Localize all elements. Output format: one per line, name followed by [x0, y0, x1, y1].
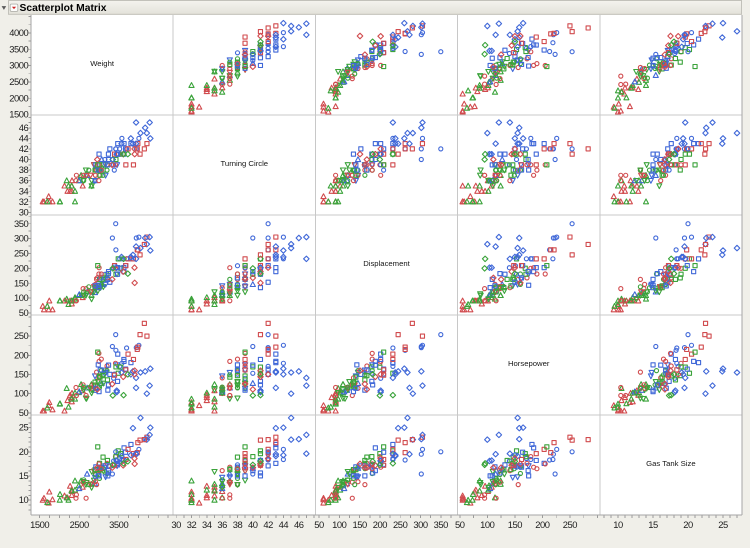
svg-text:36: 36 [217, 519, 227, 530]
svg-text:20: 20 [19, 446, 29, 457]
svg-text:30: 30 [19, 206, 29, 217]
svg-text:300: 300 [14, 233, 29, 244]
svg-text:25: 25 [19, 422, 29, 433]
svg-text:250: 250 [14, 248, 29, 259]
svg-text:20: 20 [683, 519, 693, 530]
svg-text:Displacement: Displacement [363, 259, 410, 268]
svg-text:10: 10 [613, 519, 623, 530]
svg-text:250: 250 [393, 519, 408, 530]
svg-text:150: 150 [352, 519, 367, 530]
svg-text:50: 50 [19, 307, 29, 318]
svg-text:300: 300 [413, 519, 428, 530]
svg-text:46: 46 [19, 122, 29, 133]
svg-text:Gas Tank Size: Gas Tank Size [646, 459, 695, 468]
svg-text:50: 50 [455, 519, 465, 530]
svg-text:100: 100 [14, 388, 29, 399]
svg-text:100: 100 [480, 519, 495, 530]
svg-text:25: 25 [718, 519, 728, 530]
svg-text:3500: 3500 [9, 43, 28, 54]
svg-text:44: 44 [279, 519, 289, 530]
svg-text:150: 150 [508, 519, 523, 530]
svg-text:250: 250 [563, 519, 578, 530]
svg-text:150: 150 [14, 277, 29, 288]
svg-text:200: 200 [14, 262, 29, 273]
svg-text:200: 200 [14, 349, 29, 360]
svg-text:46: 46 [294, 519, 304, 530]
svg-text:42: 42 [19, 143, 29, 154]
svg-text:42: 42 [263, 519, 273, 530]
svg-text:Turning Circle: Turning Circle [221, 159, 269, 168]
svg-text:32: 32 [187, 519, 197, 530]
svg-text:40: 40 [248, 519, 258, 530]
svg-text:200: 200 [373, 519, 388, 530]
svg-text:30: 30 [171, 519, 181, 530]
svg-text:10: 10 [19, 494, 29, 505]
svg-text:34: 34 [19, 185, 29, 196]
svg-text:3000: 3000 [9, 60, 28, 71]
svg-text:3500: 3500 [109, 519, 128, 530]
svg-text:350: 350 [434, 519, 449, 530]
svg-text:50: 50 [19, 407, 29, 418]
svg-text:Weight: Weight [90, 59, 115, 68]
svg-text:36: 36 [19, 175, 29, 186]
svg-text:Horsepower: Horsepower [508, 359, 550, 368]
svg-text:38: 38 [19, 164, 29, 175]
svg-text:15: 15 [648, 519, 658, 530]
svg-text:100: 100 [332, 519, 347, 530]
svg-text:2000: 2000 [9, 92, 28, 103]
svg-text:4000: 4000 [9, 27, 28, 38]
svg-text:Scatterplot Matrix: Scatterplot Matrix [20, 3, 107, 14]
svg-text:50: 50 [314, 519, 324, 530]
svg-text:34: 34 [202, 519, 212, 530]
svg-text:1500: 1500 [30, 519, 49, 530]
svg-text:38: 38 [233, 519, 243, 530]
svg-text:15: 15 [19, 470, 29, 481]
svg-text:32: 32 [19, 196, 29, 207]
svg-text:1500: 1500 [9, 109, 28, 120]
svg-text:44: 44 [19, 133, 29, 144]
svg-text:350: 350 [14, 218, 29, 229]
svg-text:250: 250 [14, 330, 29, 341]
svg-text:100: 100 [14, 292, 29, 303]
svg-text:2500: 2500 [70, 519, 89, 530]
svg-text:2500: 2500 [9, 76, 28, 87]
svg-text:150: 150 [14, 369, 29, 380]
svg-text:40: 40 [19, 154, 29, 165]
svg-text:200: 200 [535, 519, 550, 530]
